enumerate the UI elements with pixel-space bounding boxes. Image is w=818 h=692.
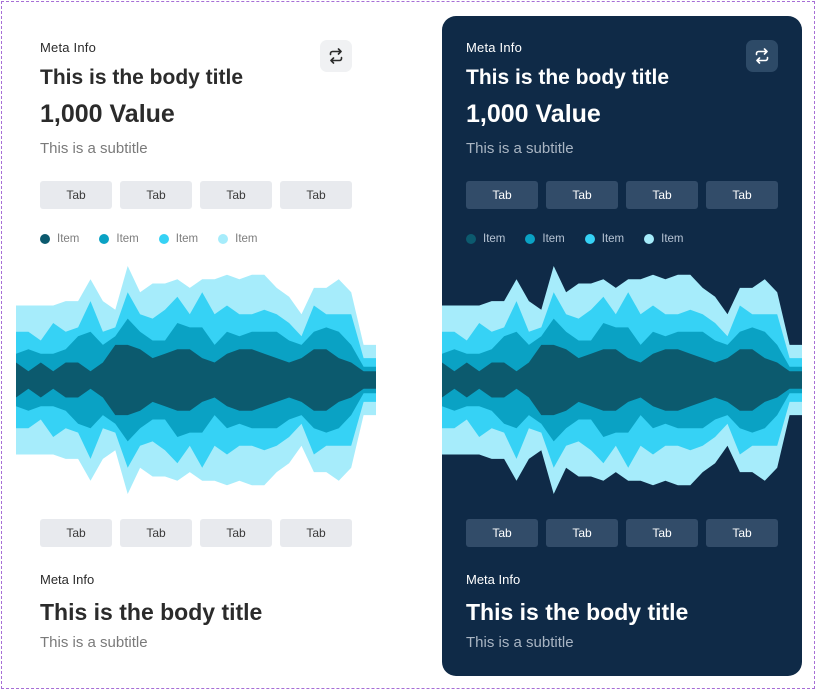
chart-legend: Item Item Item Item (40, 233, 258, 245)
legend-item-3[interactable]: Item (158, 233, 199, 245)
stream-series-1 (442, 344, 802, 416)
bottom-tab-bar: Tab Tab Tab Tab (40, 519, 352, 547)
swap-button[interactable] (746, 40, 778, 72)
legend-item-4[interactable]: Item (644, 233, 684, 245)
legend-item-1[interactable]: Item (466, 233, 505, 245)
value-text: 1,000 Value (466, 100, 601, 128)
legend-label-2: Item (542, 233, 565, 245)
tab-3[interactable]: Tab (200, 519, 272, 547)
legend-dot-3 (158, 234, 169, 244)
chart-legend: Item Item Item Item (466, 233, 684, 245)
body-title: This is the body title (466, 66, 670, 89)
footer-subtitle: This is a subtitle (40, 634, 148, 651)
legend-dot-1 (466, 234, 476, 244)
tab-4[interactable]: Tab (706, 519, 778, 547)
legend-label-3: Item (175, 233, 199, 245)
tab-4[interactable]: Tab (706, 181, 778, 209)
footer-subtitle: This is a subtitle (466, 634, 574, 651)
legend-dot-3 (584, 234, 595, 244)
top-tab-bar: Tab Tab Tab Tab (466, 181, 778, 209)
light-card: Meta Info This is the body title 1,000 V… (16, 16, 376, 676)
legend-item-2[interactable]: Item (99, 233, 139, 245)
meta-info: Meta Info (40, 40, 96, 55)
tab-3[interactable]: Tab (626, 519, 698, 547)
legend-item-3[interactable]: Item (584, 233, 625, 245)
footer-meta-info: Meta Info (40, 572, 95, 587)
tab-3[interactable]: Tab (200, 181, 272, 209)
tab-3[interactable]: Tab (626, 181, 698, 209)
tab-4[interactable]: Tab (280, 181, 352, 209)
subtitle: This is a subtitle (466, 140, 574, 157)
tab-4[interactable]: Tab (280, 519, 352, 547)
legend-label-3: Item (601, 233, 625, 245)
stream-chart (442, 266, 802, 494)
tab-2[interactable]: Tab (120, 519, 192, 547)
meta-info: Meta Info (466, 40, 522, 55)
tab-1[interactable]: Tab (466, 519, 538, 547)
legend-label-1: Item (57, 233, 80, 245)
tab-1[interactable]: Tab (40, 519, 112, 547)
bottom-tab-bar: Tab Tab Tab Tab (466, 519, 778, 547)
legend-label-2: Item (116, 233, 139, 245)
footer-body-title: This is the body title (466, 599, 689, 625)
value-text: 1,000 Value (40, 100, 175, 128)
legend-label-4: Item (661, 233, 684, 245)
legend-label-4: Item (235, 233, 258, 245)
body-title: This is the body title (40, 66, 244, 89)
legend-label-1: Item (483, 233, 506, 245)
tab-1[interactable]: Tab (466, 181, 538, 209)
legend-dot-1 (40, 234, 50, 244)
footer-meta-info: Meta Info (466, 572, 521, 587)
subtitle: This is a subtitle (40, 140, 148, 157)
tab-2[interactable]: Tab (546, 181, 618, 209)
legend-item-4[interactable]: Item (218, 233, 258, 245)
legend-dot-4 (218, 234, 229, 244)
tab-1[interactable]: Tab (40, 181, 112, 209)
swap-button[interactable] (320, 40, 352, 72)
swap-arrows-icon (329, 48, 343, 64)
legend-dot-2 (525, 234, 536, 244)
legend-item-1[interactable]: Item (40, 233, 79, 245)
stream-series-1 (16, 344, 376, 416)
legend-dot-4 (644, 234, 655, 244)
legend-item-2[interactable]: Item (525, 233, 565, 245)
tab-2[interactable]: Tab (546, 519, 618, 547)
tab-2[interactable]: Tab (120, 181, 192, 209)
legend-dot-2 (99, 234, 110, 244)
dark-card: Meta Info This is the body title 1,000 V… (442, 16, 802, 676)
swap-arrows-icon (755, 48, 769, 64)
footer-body-title: This is the body title (40, 599, 263, 625)
top-tab-bar: Tab Tab Tab Tab (40, 181, 352, 209)
stream-chart (16, 266, 376, 494)
